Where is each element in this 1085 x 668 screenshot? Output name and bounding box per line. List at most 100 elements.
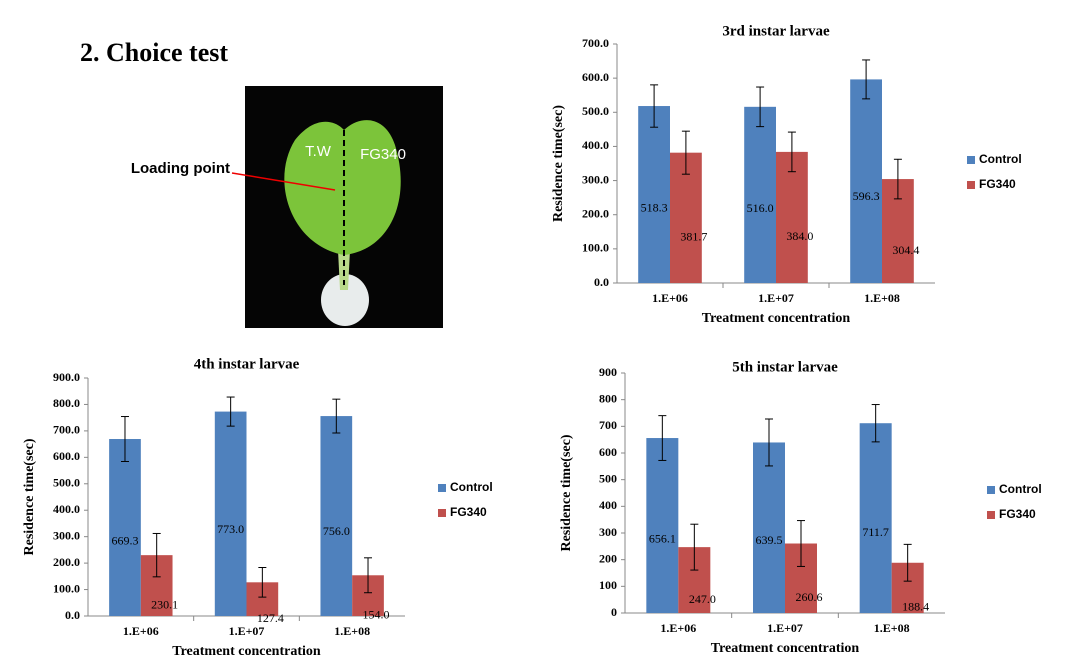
legend-label: FG340 [979, 177, 1016, 191]
value-label: 756.0 [323, 524, 350, 538]
y-tick-label: 700 [599, 418, 617, 432]
y-tick-label: 400.0 [582, 138, 609, 152]
error-bar [862, 59, 871, 100]
legend-swatch [987, 486, 995, 494]
y-tick-label: 300 [599, 525, 617, 539]
pointer-label: Loading point [131, 160, 230, 177]
value-label: 711.7 [862, 525, 889, 539]
y-tick-label: 0 [611, 605, 617, 619]
x-tick-label: 1.E+06 [123, 624, 159, 638]
value-label: 773.0 [217, 522, 244, 536]
bar [109, 439, 141, 616]
legend-swatch [967, 181, 975, 189]
y-tick-label: 500 [599, 471, 617, 485]
error-bar [893, 158, 902, 200]
y-tick-label: 900.0 [53, 370, 80, 384]
y-tick-label: 0.0 [594, 275, 609, 289]
x-axis-label: Treatment concentration [702, 311, 851, 326]
error-bar [650, 84, 659, 128]
bar [776, 151, 808, 283]
value-label: 518.3 [641, 200, 668, 214]
x-tick-label: 1.E+06 [660, 621, 696, 635]
photo-label: FG340 [360, 146, 406, 163]
x-tick-label: 1.E+08 [874, 621, 910, 635]
y-tick-label: 600 [599, 445, 617, 459]
value-label: 381.7 [680, 230, 707, 244]
x-tick-label: 1.E+08 [334, 624, 370, 638]
error-bar [332, 398, 341, 434]
x-tick-label: 1.E+07 [767, 621, 803, 635]
value-label: 656.1 [649, 531, 676, 545]
legend-swatch [967, 156, 975, 164]
error-bar [681, 130, 690, 175]
value-label: 188.4 [902, 600, 929, 614]
y-tick-label: 800 [599, 391, 617, 405]
y-axis-label: Residence time(sec) [551, 105, 566, 222]
bar [753, 442, 785, 613]
x-tick-label: 1.E+08 [864, 291, 900, 305]
pointer [231, 172, 336, 191]
leaf [284, 120, 401, 255]
error-bar [787, 131, 796, 173]
x-axis-label: Treatment concentration [172, 644, 321, 659]
legend-label: Control [450, 480, 493, 494]
y-tick-label: 300.0 [582, 172, 609, 186]
y-tick-label: 600.0 [53, 449, 80, 463]
y-tick-label: 300.0 [53, 528, 80, 542]
legend-label: Control [979, 152, 1022, 166]
error-bar [258, 567, 267, 598]
legend-swatch [438, 484, 446, 492]
chart-title: 4th instar larvae [194, 356, 300, 372]
bar [646, 438, 679, 613]
chart-title: 5th instar larvae [732, 359, 838, 375]
x-axis-label: Treatment concentration [711, 641, 860, 656]
photo-label: T.W [305, 143, 332, 160]
legend-label: Control [999, 482, 1042, 496]
y-axis-label: Residence time(sec) [22, 438, 37, 555]
x-tick-label: 1.E+07 [229, 624, 265, 638]
value-label: 596.3 [853, 189, 880, 203]
y-tick-label: 500.0 [582, 104, 609, 118]
chart: 4th instar larvae 0.0 100.0 200.0 300.0 400.0… [22, 356, 492, 659]
y-tick-label: 100.0 [582, 241, 609, 255]
bar [859, 423, 892, 613]
value-label: 639.5 [756, 533, 783, 547]
value-label: 230.1 [151, 597, 178, 611]
value-label: 127.4 [257, 611, 284, 625]
photo: T.W FG340 Loading point [131, 86, 443, 328]
error-bar [690, 523, 699, 571]
value-label: 247.0 [689, 592, 716, 606]
y-axis-label: Residence time(sec) [559, 434, 574, 551]
bar [638, 106, 670, 284]
legend-swatch [987, 511, 995, 519]
bar [214, 411, 247, 616]
legend-label: FG340 [450, 505, 487, 519]
y-tick-label: 0.0 [65, 608, 80, 622]
value-label: 516.0 [747, 201, 774, 215]
heading: 2. Choice test [80, 38, 228, 67]
error-bar [226, 396, 235, 427]
y-tick-label: 800.0 [53, 396, 80, 410]
error-bar [903, 543, 912, 582]
value-label: 669.3 [111, 533, 138, 547]
value-label: 384.0 [786, 229, 813, 243]
error-bar [152, 532, 161, 578]
y-tick-label: 400 [599, 498, 617, 512]
y-tick-label: 400.0 [53, 502, 80, 516]
error-bar [120, 416, 129, 462]
y-tick-label: 200.0 [53, 555, 80, 569]
y-tick-label: 900 [599, 365, 617, 379]
error-bar [364, 557, 373, 594]
value-label: 154.0 [363, 607, 390, 621]
cup [321, 274, 369, 326]
x-tick-label: 1.E+07 [758, 291, 794, 305]
error-bar [658, 415, 667, 461]
error-bar [797, 520, 805, 567]
y-tick-label: 600.0 [582, 70, 609, 84]
legend-swatch [438, 509, 446, 517]
y-tick-label: 100 [599, 578, 617, 592]
bar [320, 416, 353, 616]
y-tick-label: 100.0 [53, 581, 80, 595]
chart: 3rd instar larvae 0.0 100.0 200.0 300.0 400.0… [551, 23, 1021, 326]
